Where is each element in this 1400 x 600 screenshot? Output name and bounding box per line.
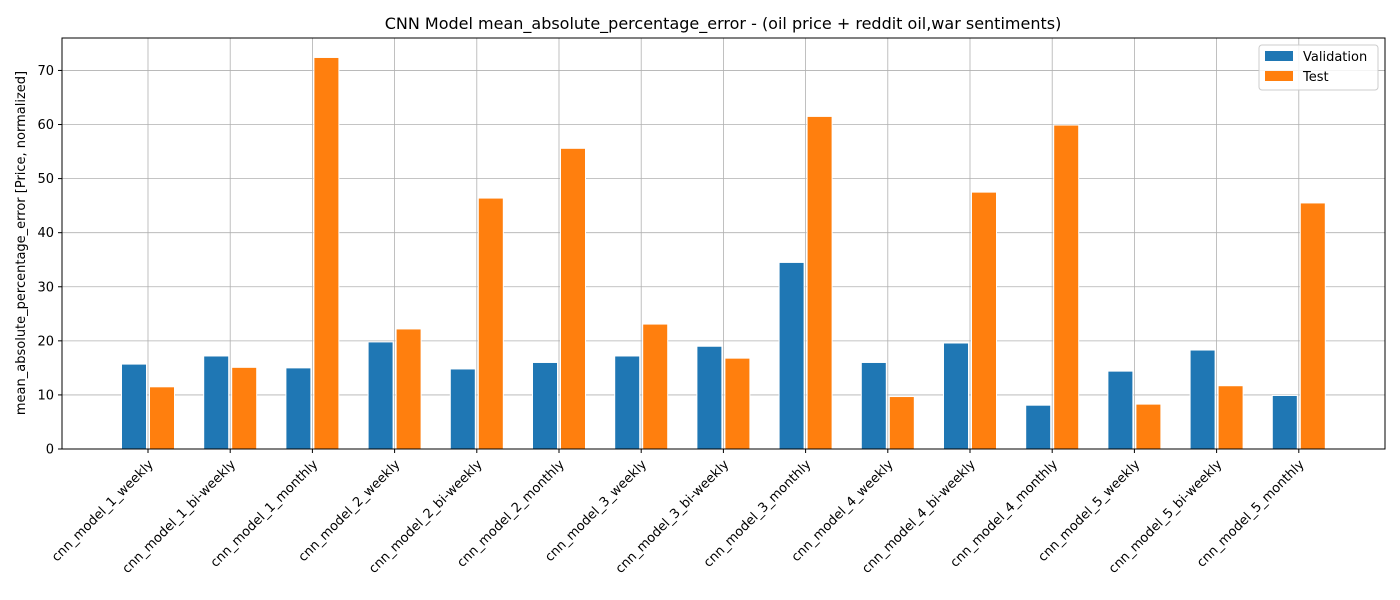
bar-validation (203, 355, 230, 450)
bar-validation (614, 355, 641, 450)
bar-validation (696, 345, 723, 450)
bar-validation (1271, 394, 1298, 450)
bar-test (888, 396, 915, 450)
legend: Validation Test (1258, 44, 1379, 91)
grid (62, 38, 1385, 450)
y-axis: 0 10 20 30 40 50 60 70 (37, 64, 62, 458)
y-tick-label: 50 (37, 172, 54, 187)
bar-validation (943, 342, 969, 450)
chart-title: CNN Model mean_absolute_percentage_error… (385, 14, 1062, 34)
bar-validation (1189, 349, 1216, 450)
bar-test (1135, 403, 1162, 450)
bar-validation (778, 261, 805, 450)
bar-validation (532, 361, 558, 450)
bar-test (231, 366, 258, 450)
bar-test (149, 386, 175, 450)
legend-label-validation: Validation (1303, 50, 1367, 65)
bar-validation (1107, 370, 1134, 450)
bar-test (971, 191, 997, 450)
bar-test (724, 357, 751, 450)
bar-test (806, 115, 833, 450)
bar-test (642, 323, 669, 450)
y-tick-label: 0 (46, 443, 54, 458)
y-axis-label: mean_absolute_percentage_error [Price, n… (14, 71, 29, 415)
bar-test (1217, 385, 1244, 450)
bar-validation (285, 367, 312, 450)
legend-swatch-test (1265, 71, 1293, 81)
bar-test (477, 197, 504, 450)
bar-validation (367, 341, 394, 450)
bars (121, 56, 1326, 450)
y-tick-label: 10 (37, 388, 54, 403)
x-axis: cnn_model_1_weeklycnn_model_1_bi-weeklyc… (49, 449, 1308, 577)
bar-validation (860, 361, 887, 450)
y-tick-label: 70 (37, 64, 54, 79)
bar-test (1299, 202, 1326, 450)
legend-swatch-validation (1265, 51, 1293, 61)
bar-test (395, 328, 422, 450)
y-tick-label: 20 (37, 334, 54, 349)
bar-test (1053, 124, 1080, 450)
bar-test (560, 147, 586, 450)
legend-label-test: Test (1302, 70, 1329, 85)
y-tick-label: 40 (37, 226, 54, 241)
bar-validation (1025, 404, 1052, 450)
bar-validation (121, 363, 147, 450)
bar-test (313, 56, 340, 450)
bar-validation (449, 368, 476, 450)
y-tick-label: 60 (37, 118, 54, 133)
y-tick-label: 30 (37, 280, 54, 295)
